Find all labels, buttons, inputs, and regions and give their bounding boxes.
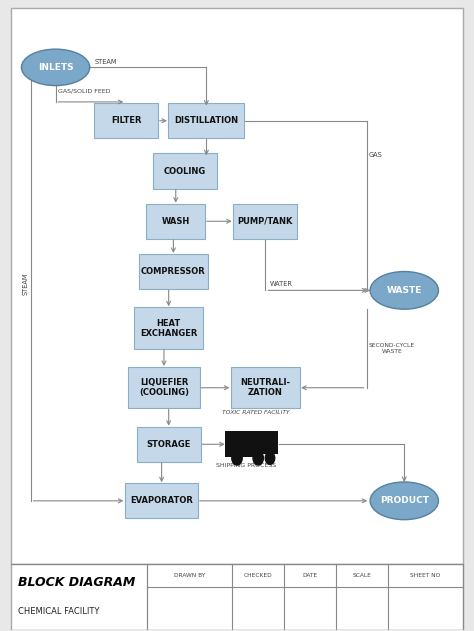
- Text: SHEET NO: SHEET NO: [410, 573, 441, 578]
- Text: STEAM: STEAM: [94, 59, 117, 66]
- FancyBboxPatch shape: [233, 204, 297, 239]
- FancyBboxPatch shape: [125, 483, 198, 519]
- Text: WASH: WASH: [162, 217, 190, 226]
- Text: DISTILLATION: DISTILLATION: [174, 116, 238, 125]
- FancyBboxPatch shape: [94, 103, 158, 138]
- FancyBboxPatch shape: [11, 563, 463, 630]
- FancyBboxPatch shape: [231, 367, 300, 408]
- FancyBboxPatch shape: [139, 254, 208, 289]
- Text: DATE: DATE: [302, 573, 318, 578]
- FancyBboxPatch shape: [134, 307, 203, 349]
- Ellipse shape: [370, 482, 438, 520]
- FancyBboxPatch shape: [11, 8, 463, 563]
- Text: PUMP/TANK: PUMP/TANK: [237, 217, 293, 226]
- Text: CHECKED: CHECKED: [244, 573, 273, 578]
- FancyBboxPatch shape: [225, 431, 263, 457]
- Text: PRODUCT: PRODUCT: [380, 497, 429, 505]
- Text: FILTER: FILTER: [111, 116, 142, 125]
- Text: SHIPPING PROCESS: SHIPPING PROCESS: [216, 463, 276, 468]
- Text: COOLING: COOLING: [164, 167, 206, 175]
- FancyBboxPatch shape: [168, 103, 244, 138]
- Text: DRAWN BY: DRAWN BY: [174, 573, 206, 578]
- Circle shape: [253, 451, 264, 465]
- Text: INLETS: INLETS: [38, 63, 73, 72]
- FancyBboxPatch shape: [262, 431, 278, 454]
- Circle shape: [265, 452, 275, 464]
- Ellipse shape: [21, 49, 90, 86]
- Text: COMPRESSOR: COMPRESSOR: [141, 267, 206, 276]
- Text: HEAT
EXCHANGER: HEAT EXCHANGER: [140, 319, 197, 338]
- Text: LIQUEFIER
(COOLING): LIQUEFIER (COOLING): [139, 378, 189, 398]
- Text: TOXIC RATED FACILITY: TOXIC RATED FACILITY: [222, 410, 290, 415]
- Text: SCALE: SCALE: [353, 573, 371, 578]
- FancyBboxPatch shape: [137, 427, 201, 462]
- Text: EVAPORATOR: EVAPORATOR: [130, 497, 193, 505]
- FancyBboxPatch shape: [128, 367, 200, 408]
- Text: SECOND-CYCLE
WASTE: SECOND-CYCLE WASTE: [369, 343, 415, 354]
- Ellipse shape: [370, 271, 438, 309]
- FancyBboxPatch shape: [153, 153, 217, 189]
- Text: WASTE: WASTE: [387, 286, 422, 295]
- Text: GAS: GAS: [369, 153, 383, 158]
- Text: NEUTRALI-
ZATION: NEUTRALI- ZATION: [240, 378, 291, 398]
- Circle shape: [232, 451, 242, 465]
- Text: CHEMICAL FACILITY: CHEMICAL FACILITY: [18, 606, 99, 616]
- FancyBboxPatch shape: [146, 204, 205, 239]
- Text: GAS/SOLID FEED: GAS/SOLID FEED: [58, 89, 110, 94]
- Text: BLOCK DIAGRAM: BLOCK DIAGRAM: [18, 575, 135, 589]
- Text: STEAM: STEAM: [22, 273, 28, 295]
- Text: STORAGE: STORAGE: [146, 440, 191, 449]
- Text: WATER: WATER: [270, 281, 293, 287]
